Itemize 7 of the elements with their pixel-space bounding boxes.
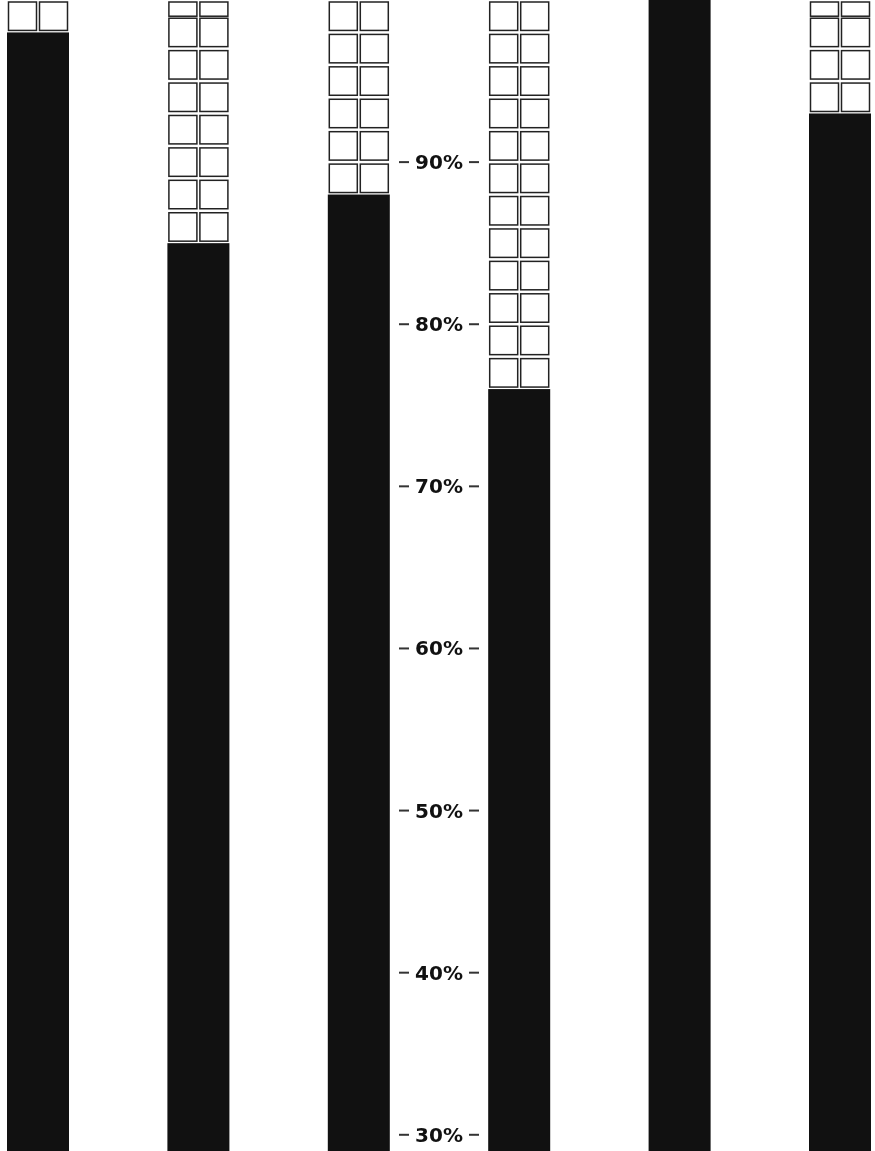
y-tick-label: 70% [415, 474, 463, 499]
y-tick-label: 50% [415, 798, 463, 823]
y-tick-label: 90% [415, 150, 463, 175]
y-tick-label: 40% [415, 960, 463, 985]
y-tick-label: 60% [415, 636, 463, 661]
y-tick-label: 80% [415, 312, 463, 337]
y-tick-label: 30% [415, 1122, 463, 1147]
